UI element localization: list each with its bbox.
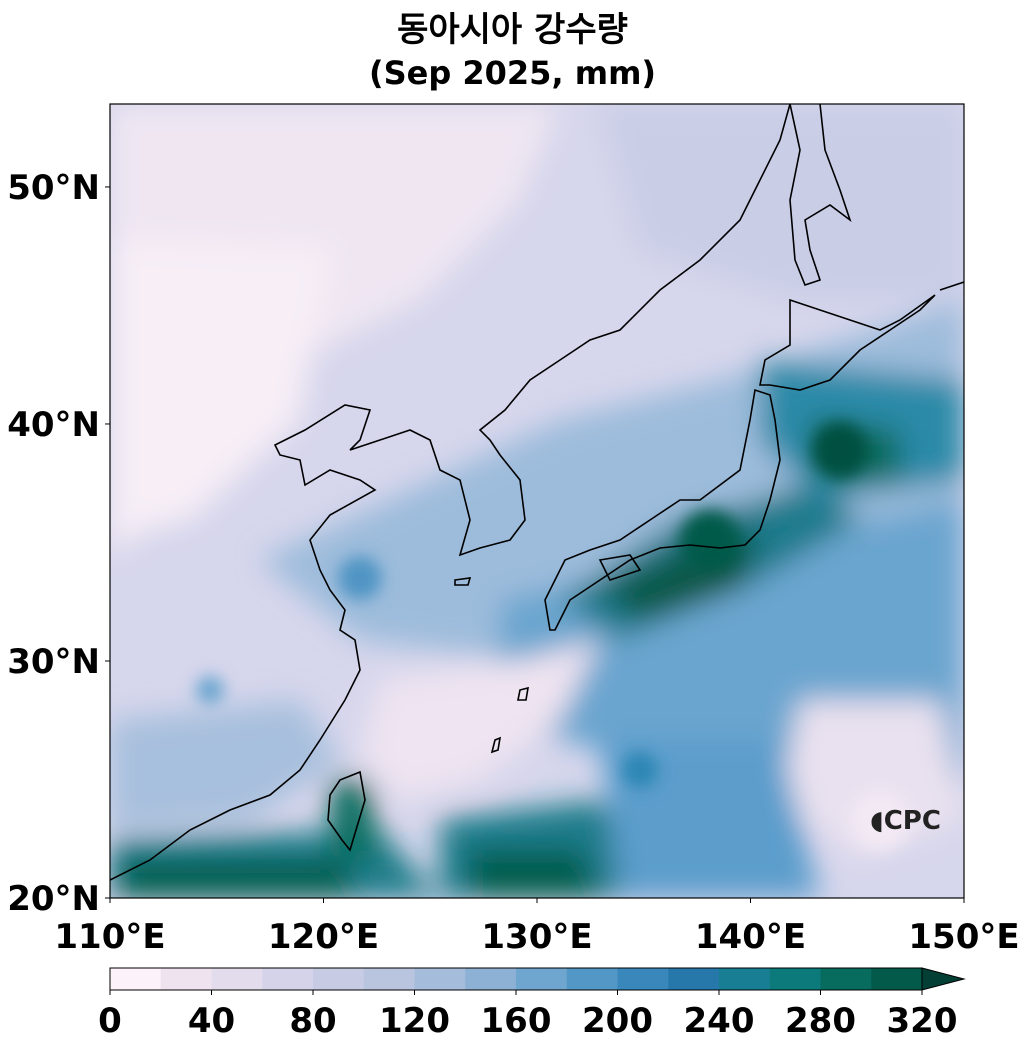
colorbar-bin (160, 968, 212, 990)
map-subtitle: (Sep 2025, mm) (368, 54, 657, 92)
colorbar-bin (363, 968, 415, 990)
colorbar-bin (769, 968, 821, 990)
colorbar-bin (414, 968, 466, 990)
colorbar-tick-label: 200 (582, 1001, 653, 1041)
colorbar-bin (262, 968, 314, 990)
colorbar-tick-label: 160 (481, 1001, 552, 1041)
colorbar-bin (465, 968, 517, 990)
cpc-logo-mark: ◖ (870, 806, 884, 836)
colorbar-bin (617, 968, 669, 990)
colorbar-tick-label: 40 (188, 1001, 235, 1041)
cpc-logo: ◖CPC (870, 806, 941, 836)
colorbar-tick-label: 120 (379, 1001, 450, 1041)
colorbar-bin (668, 968, 720, 990)
colorbar-bin (566, 968, 618, 990)
x-tick-label: 140°E (695, 917, 806, 957)
colorbar-bin (110, 968, 162, 990)
coastline (110, 104, 964, 881)
colorbar-tick-label: 240 (684, 1001, 755, 1041)
colorbar-tick-label: 280 (785, 1001, 856, 1041)
x-tick-label: 110°E (54, 917, 165, 957)
colorbar-bin (719, 968, 771, 990)
colorbar-bin (820, 968, 872, 990)
y-tick-label: 40°N (7, 405, 100, 445)
colorbar-bin (211, 968, 263, 990)
y-tick-label: 30°N (7, 642, 100, 682)
colorbar-tick-label: 320 (887, 1001, 958, 1041)
colorbar-extend-arrow (921, 967, 966, 991)
colorbar-bin (516, 968, 568, 990)
colorbar-bin (871, 968, 923, 990)
y-tick-label: 50°N (7, 168, 100, 208)
map-title: 동아시아 강수량 (397, 10, 628, 50)
colorbar-tick-label: 0 (98, 1001, 122, 1041)
x-tick-label: 130°E (481, 917, 592, 957)
precip-field (110, 104, 964, 898)
colorbar-bin (313, 968, 365, 990)
colorbar-tick-label: 80 (289, 1001, 336, 1041)
cpc-logo-text: CPC (883, 806, 941, 836)
x-tick-label: 150°E (908, 917, 1019, 957)
x-tick-label: 120°E (268, 917, 379, 957)
y-tick-label: 20°N (7, 879, 100, 919)
